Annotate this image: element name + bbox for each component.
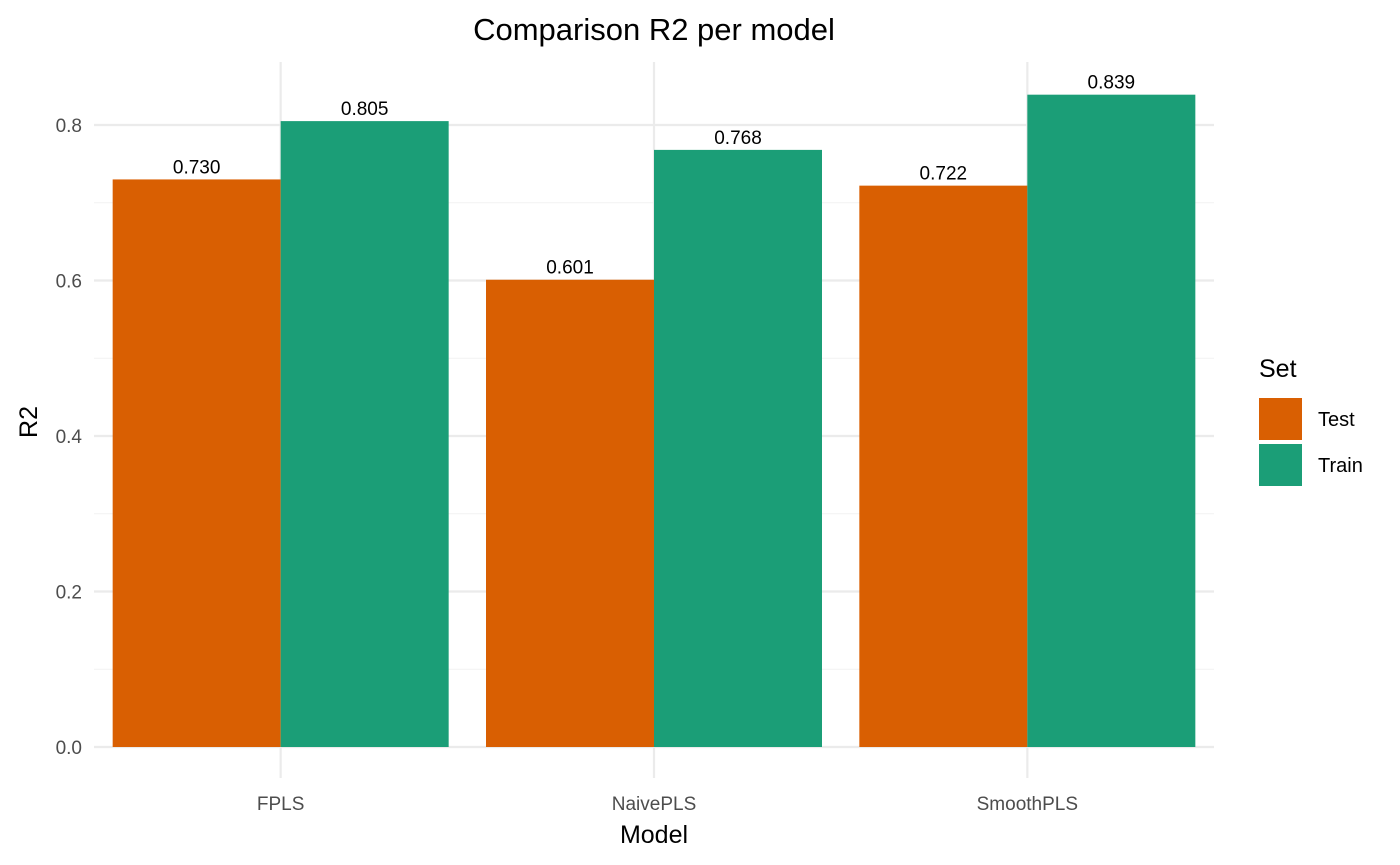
- bar-smoothpls-test: [859, 185, 1028, 747]
- bar-fpls-train: [280, 121, 449, 748]
- bar-naivepls-test: [486, 279, 654, 747]
- legend-label-test: Test: [1318, 409, 1355, 431]
- data-label: 0.722: [920, 164, 968, 185]
- legend-swatch-train: [1259, 444, 1302, 486]
- legend-swatch-test: [1259, 398, 1302, 440]
- legend-title: Set: [1259, 355, 1297, 383]
- x-axis-ticks: FPLS NaivePLS SmoothPLS: [257, 794, 1078, 815]
- y-tick-label: 0.2: [56, 583, 82, 604]
- data-label: 0.768: [714, 128, 762, 149]
- y-tick-label: 0.0: [56, 738, 82, 759]
- data-label: 0.839: [1088, 73, 1136, 94]
- y-axis-ticks: 0.0 0.2 0.4 0.6 0.8: [56, 116, 83, 759]
- bar-naivepls-train: [654, 149, 822, 747]
- legend: Set Test Train: [1259, 355, 1363, 486]
- y-tick-label: 0.8: [56, 116, 82, 137]
- data-label: 0.805: [341, 99, 389, 120]
- legend-label-train: Train: [1318, 455, 1363, 477]
- y-tick-label: 0.4: [56, 427, 83, 448]
- y-axis-title: R2: [15, 406, 43, 438]
- x-axis-title: Model: [620, 821, 688, 849]
- bar-fpls-test: [112, 179, 281, 748]
- chart-title: Comparison R2 per model: [473, 12, 835, 47]
- x-tick-label: SmoothPLS: [977, 794, 1078, 815]
- x-tick-label: FPLS: [257, 794, 305, 815]
- bars: [112, 94, 1196, 748]
- y-tick-label: 0.6: [56, 272, 82, 293]
- data-labels: 0.730 0.805 0.601 0.768 0.722 0.839: [173, 73, 1135, 279]
- bar-smoothpls-train: [1027, 94, 1196, 748]
- x-tick-label: NaivePLS: [612, 794, 697, 815]
- data-label: 0.730: [173, 157, 221, 178]
- data-label: 0.601: [546, 258, 594, 279]
